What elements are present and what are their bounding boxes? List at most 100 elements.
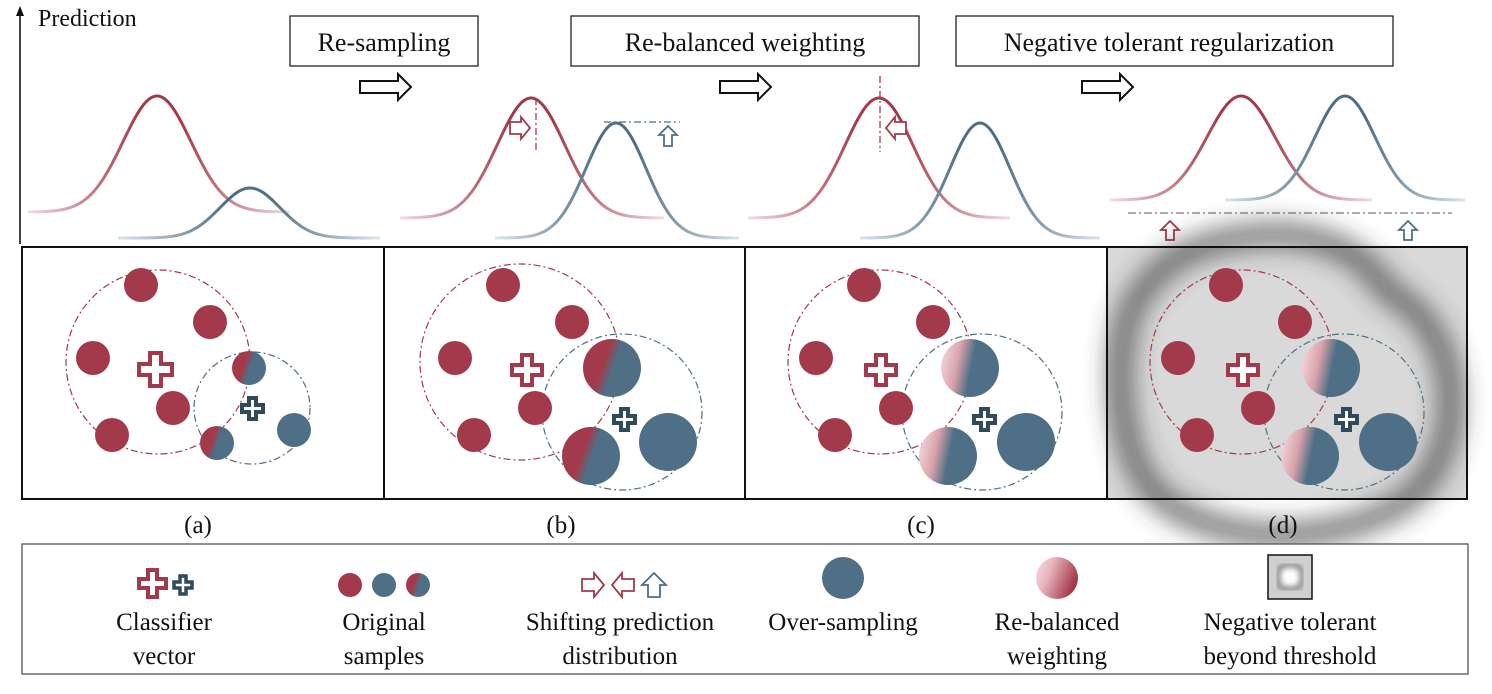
- majority-curve: [27, 94, 291, 214]
- legend-item-rebalanced-weighting: Re-balanced weighting: [995, 557, 1120, 670]
- classifier-vector-icon: [1226, 353, 1260, 387]
- sample-dot: [200, 426, 234, 460]
- sample-dot: [583, 339, 641, 397]
- legend-label: Shifting prediction: [526, 609, 715, 636]
- majority-curve: [1109, 94, 1373, 202]
- classifier-vector-icon: [864, 353, 898, 387]
- transition-arrow: [359, 71, 413, 103]
- sample-dot: [799, 341, 833, 375]
- step-label: Re-balanced weighting: [625, 28, 865, 57]
- classifier-vector-icon: [612, 407, 637, 432]
- red-sample-dot: [338, 573, 362, 597]
- halo-icon: [1277, 564, 1303, 590]
- legend-label: Over-sampling: [768, 609, 918, 636]
- sample-dot: [156, 391, 190, 425]
- left-shift-arrow-icon: [884, 114, 907, 142]
- sample-dot: [486, 268, 520, 302]
- panel-caption-a: (a): [184, 512, 212, 539]
- minority-curve: [1224, 94, 1466, 202]
- sample-dot: [193, 305, 227, 339]
- panel-d-threshold: [1128, 212, 1452, 241]
- legend-label: distribution: [562, 643, 678, 670]
- majority-curve: [747, 96, 1011, 220]
- up-shift-arrow-icon: [1396, 219, 1420, 241]
- classifier-vector-icon: [1334, 407, 1359, 432]
- sample-dot: [639, 413, 697, 471]
- sample-dot: [518, 391, 552, 425]
- panel-d-frame: [1106, 246, 1468, 500]
- legend-item-classifier-vector: Classifier vector: [116, 568, 213, 670]
- left-shift-arrow-icon: [610, 570, 635, 600]
- legend-item-original-samples: Original samples: [338, 573, 430, 670]
- legend-label: vector: [133, 643, 196, 670]
- up-shift-arrow-icon: [1158, 219, 1182, 241]
- panel-d: [1149, 268, 1425, 491]
- legend-item-over-sampling: Over-sampling: [768, 557, 918, 636]
- sample-dot: [95, 418, 129, 452]
- step-label: Negative tolerant regularization: [1004, 28, 1335, 57]
- panel-caption-b: (b): [546, 512, 575, 539]
- sample-dot: [124, 268, 158, 302]
- classifier-vector-icon: [137, 568, 168, 599]
- legend-label: Negative tolerant: [1204, 609, 1377, 636]
- sample-dot: [879, 391, 913, 425]
- transition-arrow: [719, 71, 773, 103]
- sample-dot: [1302, 339, 1360, 397]
- over-sampling-dot: [822, 557, 864, 599]
- transition-arrow: [1081, 71, 1135, 103]
- legend-label: samples: [344, 643, 425, 670]
- sample-dot: [818, 418, 852, 452]
- y-axis-label: Prediction: [38, 6, 137, 32]
- right-shift-arrow-icon: [509, 114, 532, 142]
- sample-dot: [562, 427, 620, 485]
- panel-c-markers: [879, 76, 907, 152]
- sample-dot: [1241, 391, 1275, 425]
- panel-a-frame: [21, 246, 385, 500]
- legend-item-negative-tolerant: Negative tolerant beyond threshold: [1204, 554, 1377, 670]
- legend-label: beyond threshold: [1204, 643, 1377, 670]
- up-shift-arrow-icon: [639, 571, 669, 598]
- minority-curve: [118, 186, 381, 240]
- step-label: Re-sampling: [318, 28, 451, 57]
- mixed-sample-dot: [406, 573, 430, 597]
- classifier-vector-icon: [510, 353, 544, 387]
- minority-curve: [494, 121, 739, 240]
- classifier-vector-icon: [137, 351, 174, 388]
- right-shift-arrow-icon: [581, 570, 606, 600]
- legend-label: Re-balanced: [995, 609, 1120, 636]
- sample-dot: [847, 268, 881, 302]
- panel-b-markers: [509, 98, 680, 152]
- panel-c: [787, 268, 1063, 491]
- sample-dot: [1359, 413, 1417, 471]
- sample-dot: [919, 427, 977, 485]
- sample-dot: [232, 351, 266, 385]
- classifier-vector-icon: [172, 574, 194, 596]
- step-box-negative-tolerant: Negative tolerant regularization: [955, 15, 1394, 67]
- y-axis: [16, 6, 24, 244]
- sample-dot: [941, 339, 999, 397]
- minority-curve: [859, 121, 1101, 240]
- sample-dot: [916, 305, 950, 339]
- panel-b: [419, 263, 703, 491]
- step-box-resampling: Re-sampling: [289, 15, 479, 67]
- sample-dot: [277, 413, 311, 447]
- sample-dot: [76, 341, 110, 375]
- classifier-vector-icon: [972, 407, 997, 432]
- sample-dot: [1161, 341, 1195, 375]
- legend-label: Classifier: [116, 609, 212, 636]
- sample-dot: [997, 413, 1055, 471]
- legend-box: [21, 543, 1469, 675]
- panel-caption-d: (d): [1268, 512, 1297, 539]
- prediction-distributions: [27, 94, 1466, 240]
- legend-label: weighting: [1007, 643, 1107, 670]
- sample-dot: [1278, 305, 1312, 339]
- classifier-vector-icon: [240, 396, 265, 421]
- rebalanced-dot: [1036, 557, 1078, 599]
- sample-dot: [457, 418, 491, 452]
- step-box-rebalanced-weighting: Re-balanced weighting: [570, 15, 920, 67]
- sample-dot: [1180, 418, 1214, 452]
- majority-curve: [399, 96, 665, 220]
- negative-tolerant-halo: [1110, 224, 1461, 545]
- blue-sample-dot: [372, 573, 396, 597]
